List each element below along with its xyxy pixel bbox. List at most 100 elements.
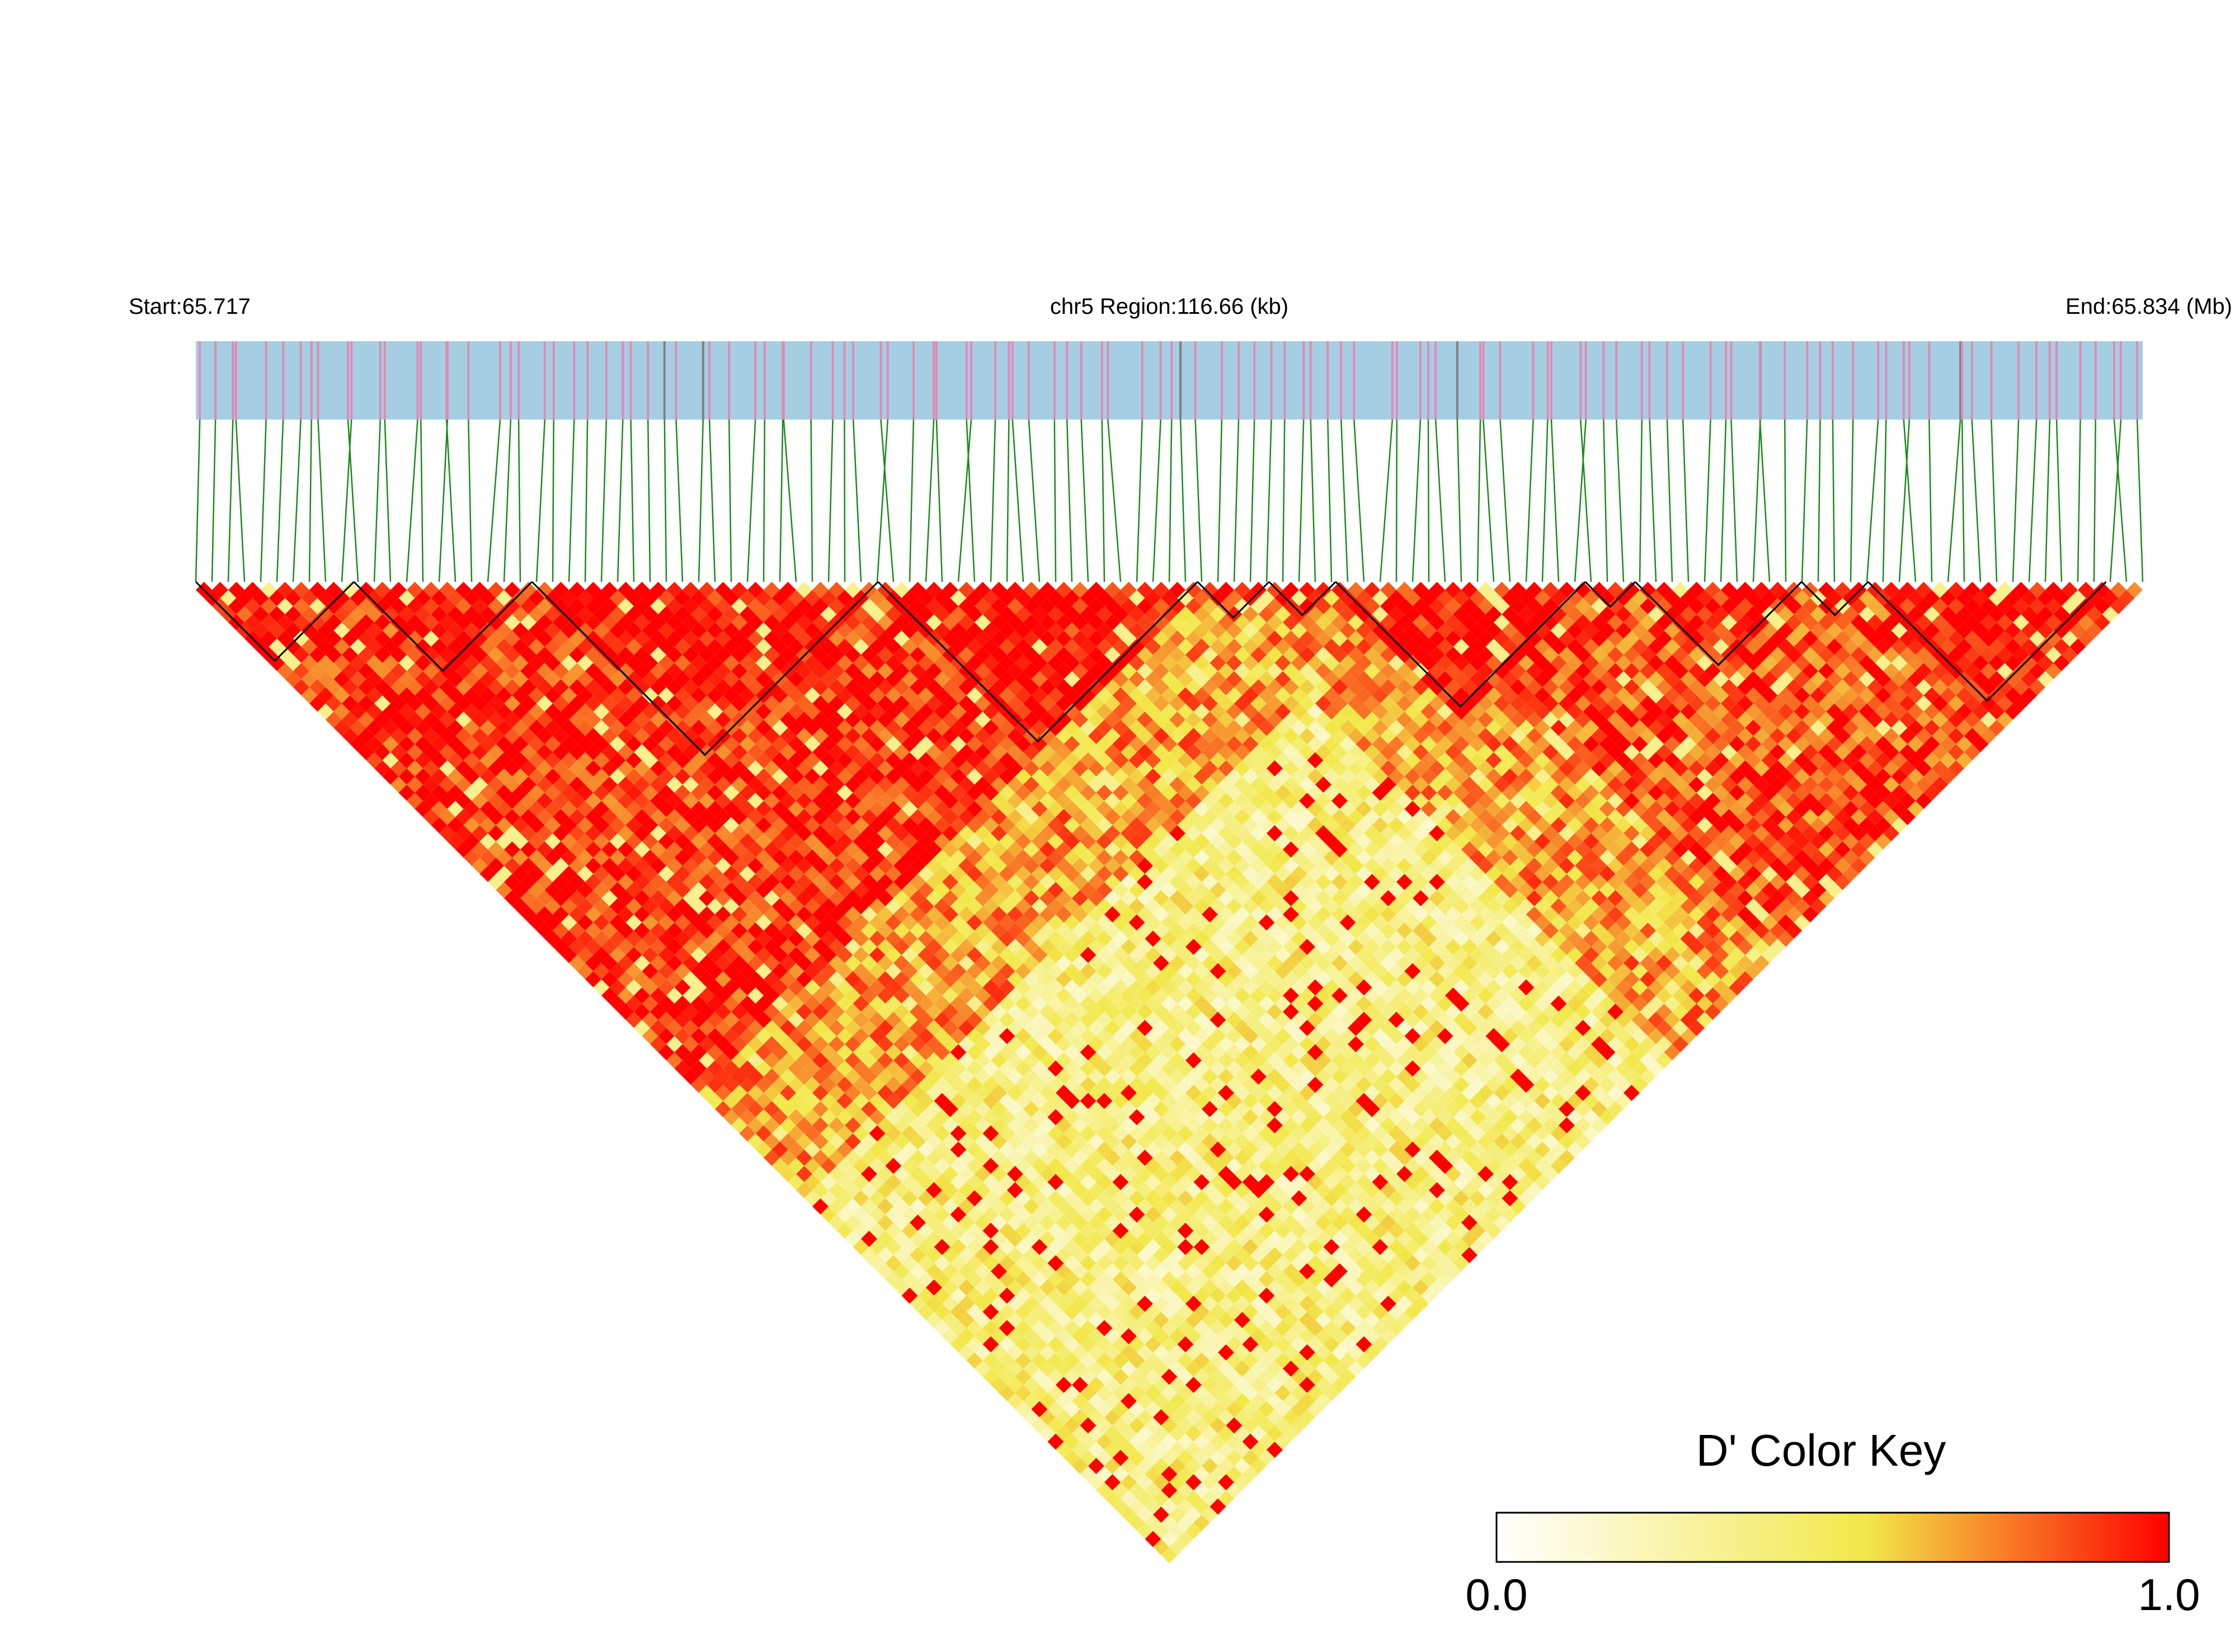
snp-connector [880,419,895,582]
snp-connector [779,419,784,582]
dprime-heatmap-cells [196,582,2143,1564]
snp-connector [2077,419,2081,582]
snp-connector [1947,419,1961,582]
snp-connector [1217,419,1223,582]
snp-connector [1832,419,1836,582]
start-label: Start:65.717 [129,294,251,319]
snp-connector [844,419,846,582]
snp-connector [1249,419,1255,582]
snp-connector [708,419,716,582]
snp-connector [1971,419,1982,582]
snp-connector [1499,419,1511,582]
snp-connector [420,419,424,582]
snp-connector [552,419,554,582]
snp-connector [1327,419,1333,582]
snp-connector [1639,419,1643,582]
snp-connector [373,419,381,582]
snp-connector [1615,419,1625,582]
snp-connector [2093,419,2097,582]
snp-connector [810,419,813,582]
snp-connector [957,419,972,582]
snp-connector [1898,419,1911,582]
snp-connector [647,419,651,582]
snp-connector [783,419,797,582]
snp-connector [1395,419,1398,582]
snp-connector [1168,419,1173,582]
snp-connector [1179,419,1187,582]
snp-connector [1817,419,1821,582]
snp-connector [517,419,521,582]
snp-connector [2109,419,2122,582]
snp-connector [211,419,217,582]
snp-connector [1882,419,1887,582]
snp-connector [1136,419,1143,582]
snp-ticks [199,341,2139,420]
snp-connector [1006,419,1010,582]
snp-connector [728,419,732,582]
snp-connector [909,419,915,582]
snp-connector [746,419,756,582]
snp-connector [1379,419,1394,582]
snp-connector [1850,419,1854,582]
snp-connector [600,419,608,582]
snp-connector [1666,419,1673,582]
snp-connector [1550,419,1560,582]
snp-connector [1107,419,1122,582]
snp-connector [445,419,457,582]
snp-connector [1784,419,1787,582]
snp-connector [935,419,943,582]
snp-connector [1579,419,1592,582]
snp-connector [584,419,589,582]
snp-connector [1525,419,1534,582]
snp-connector [1310,419,1316,582]
snp-connector [1720,419,1727,582]
snp-connector [1801,419,1808,582]
snp-connector [925,419,935,582]
snp-connector [1456,419,1462,582]
snp-connector [535,419,546,582]
snp-connector [1903,419,1917,582]
snp-connector [227,419,234,582]
snp-connector [438,419,449,582]
snp-connector [2136,419,2144,582]
snp-connector [384,419,392,582]
snp-connector [292,419,302,582]
snp-connector [1194,419,1203,582]
snp-connector [827,419,834,582]
snp-connector [763,419,766,582]
snp-connector [1928,419,1933,582]
snp-connector [1730,419,1738,582]
snp-connector [1603,419,1608,582]
snp-connector [876,419,889,582]
snp-connector [990,419,996,582]
snp-connector [1574,419,1587,582]
snp-connector [1434,419,1446,582]
snp-connector [966,419,976,582]
snp-connector [2028,419,2038,582]
snp-connector [1476,419,1481,582]
snp-connector [1991,419,1998,582]
snp-connector-lines [195,419,2144,582]
snp-connector [195,419,201,582]
snp-connector [1101,419,1105,582]
snp-connector [1752,419,1761,582]
snp-connector [1066,419,1073,582]
snp-connector [2055,419,2063,582]
snp-connector [664,419,667,582]
snp-position-track [196,341,2143,420]
snp-connector [1961,419,1965,582]
snp-connector [260,419,267,582]
snp-connector [1340,419,1349,582]
snp-connector [1682,419,1690,582]
snp-connector [630,419,635,582]
snp-connector [1298,419,1305,582]
snp-connector [406,419,418,582]
snp-connector [308,419,312,582]
snp-connector [503,419,512,582]
end-label: End:65.834 (Mb) [2065,294,2232,319]
snp-connector [1011,419,1024,582]
snp-connector [468,419,473,582]
snp-connector [1483,419,1495,582]
snp-connector [675,419,684,582]
